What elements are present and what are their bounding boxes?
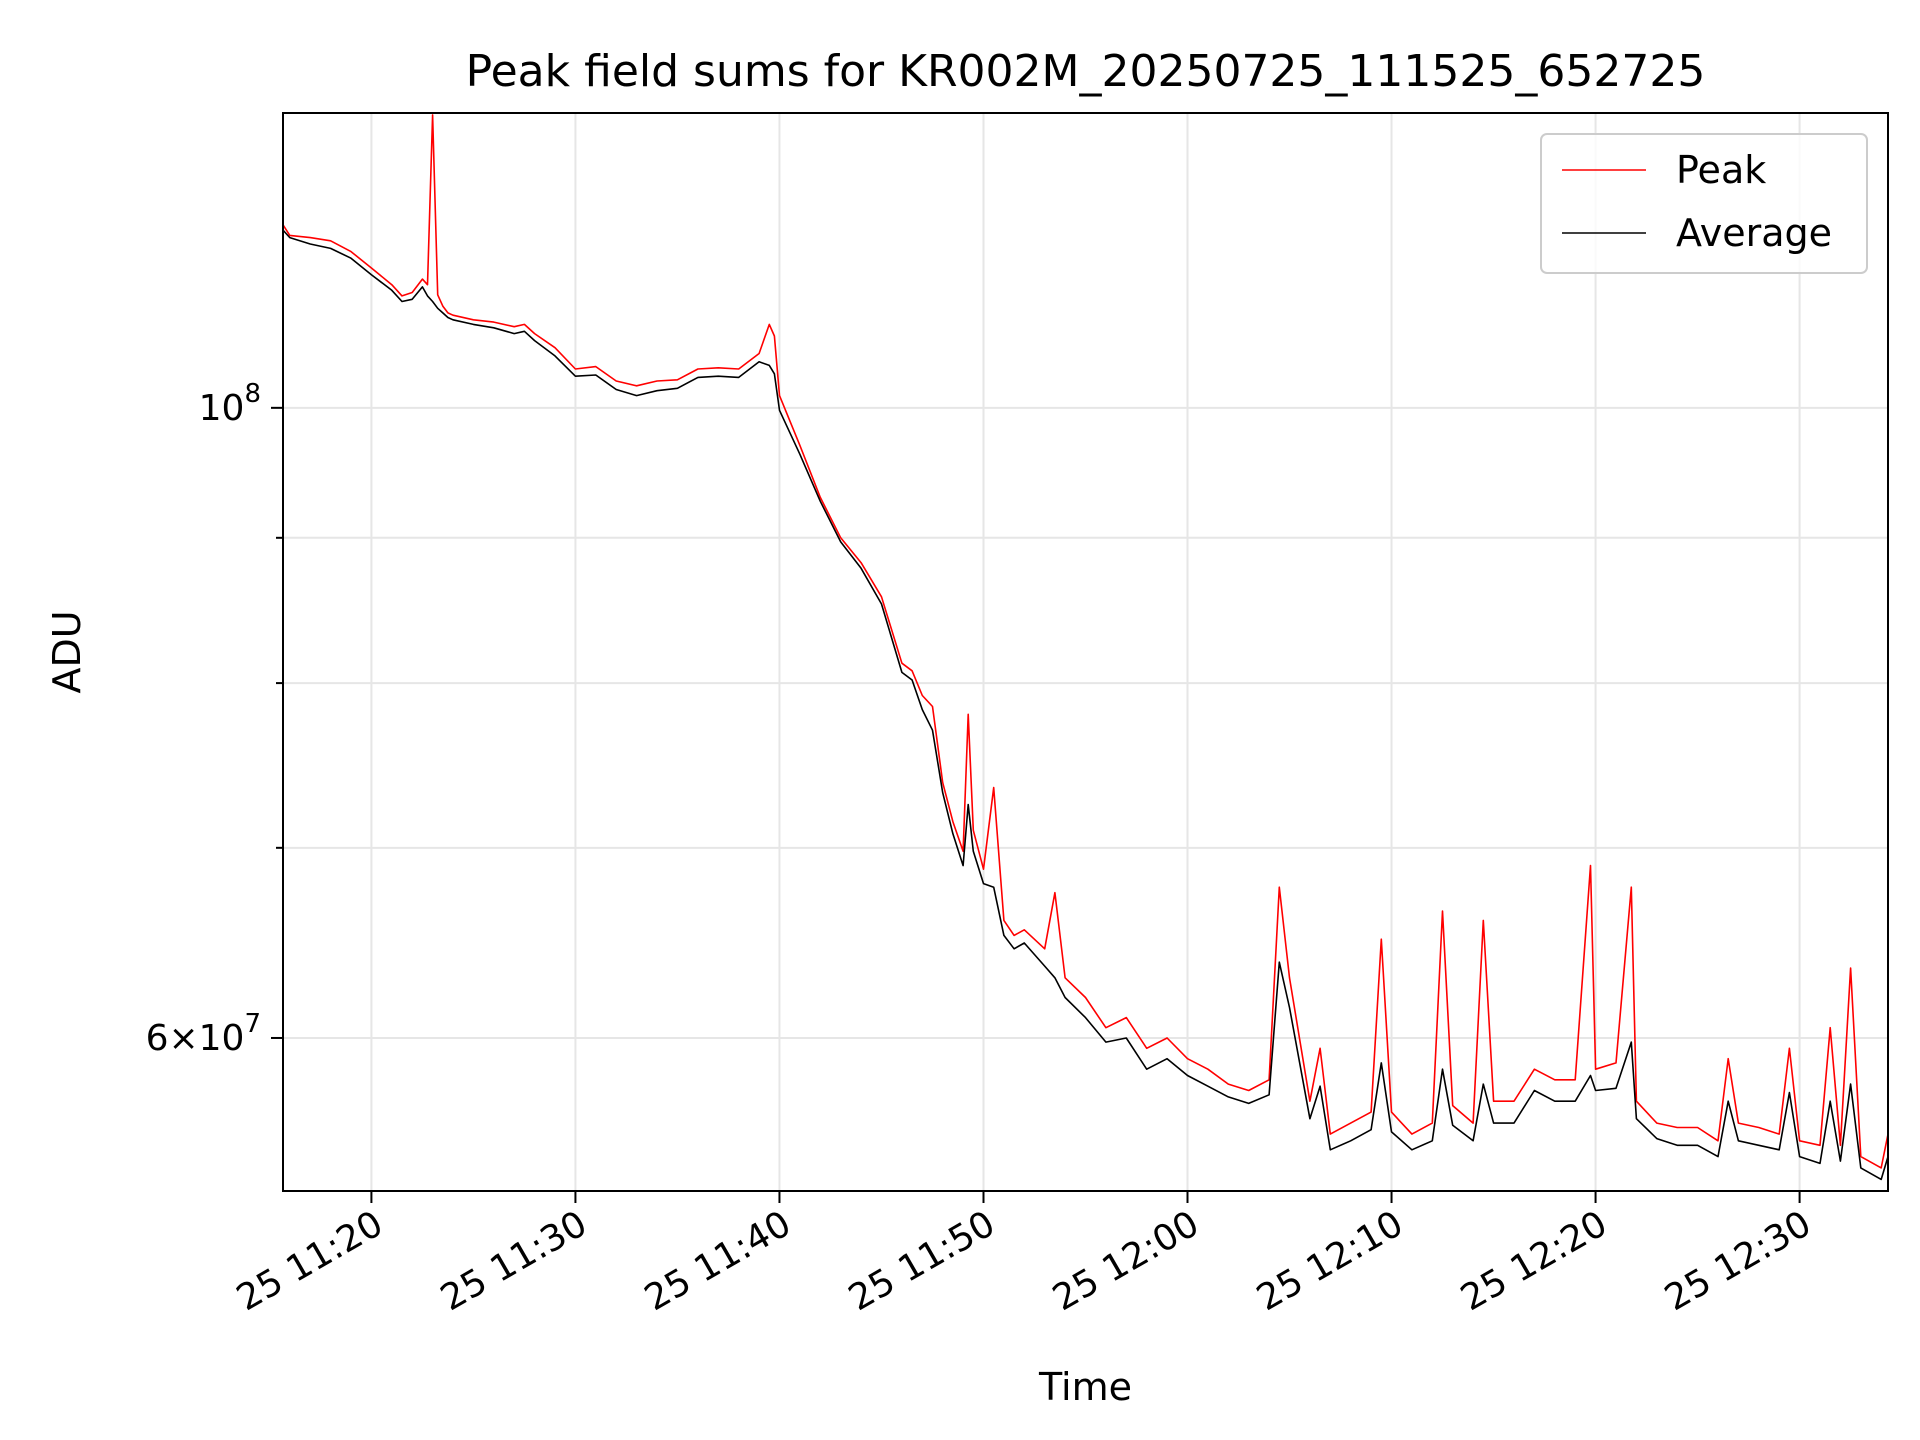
x-tick-label: 25 11:20 — [230, 1203, 390, 1319]
x-tick-label: 25 11:30 — [434, 1203, 594, 1319]
y-axis-label: ADU — [45, 610, 89, 693]
y-tick-label: 108 — [199, 379, 261, 429]
x-tick-label: 25 11:50 — [842, 1203, 1002, 1319]
legend-label-average: Average — [1676, 211, 1832, 255]
x-tick-label: 25 12:00 — [1046, 1203, 1206, 1319]
chart: 25 11:20 25 11:30 25 11:40 25 11:50 25 12:00… — [0, 0, 1920, 1440]
axis-ticks: 25 11:20 25 11:30 25 11:40 25 11:50 25 12:00… — [146, 379, 1819, 1319]
legend: Peak Average — [1541, 134, 1867, 273]
y-tick-label: 6×107 — [146, 1009, 261, 1059]
x-tick-label: 25 12:30 — [1658, 1203, 1818, 1319]
x-tick-label: 25 12:20 — [1454, 1203, 1614, 1319]
x-axis-label: Time — [1038, 1365, 1132, 1409]
chart-title: Peak field sums for KR002M_20250725_1115… — [466, 46, 1706, 97]
x-tick-label: 25 12:10 — [1250, 1203, 1410, 1319]
x-tick-label: 25 11:40 — [638, 1203, 798, 1319]
plot-frame — [283, 113, 1888, 1191]
legend-label-peak: Peak — [1676, 148, 1766, 192]
grid — [283, 113, 1888, 1191]
plot-series — [283, 115, 1888, 1180]
